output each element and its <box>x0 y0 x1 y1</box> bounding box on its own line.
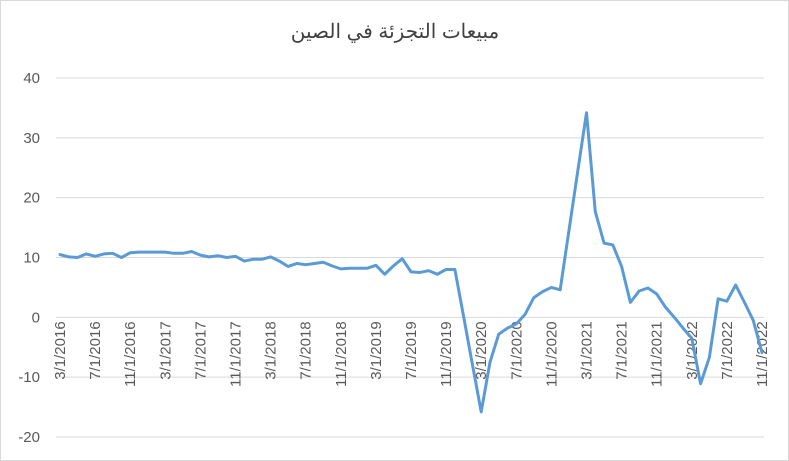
x-tick-label: 3/1/2019 <box>368 321 385 379</box>
x-tick-label: 11/1/2017 <box>228 321 245 387</box>
x-tick-label: 7/1/2017 <box>192 321 209 379</box>
x-tick-label: 11/1/2018 <box>333 321 350 387</box>
data-line <box>58 111 764 414</box>
x-tick-label: 3/1/2018 <box>263 321 280 379</box>
y-tick-label: 0 <box>32 309 40 326</box>
x-tick-label: 7/1/2018 <box>298 321 315 379</box>
x-tick-label: 3/1/2020 <box>473 321 490 379</box>
x-tick-label: 3/1/2016 <box>52 321 69 379</box>
x-tick-label: 11/1/2020 <box>543 321 560 387</box>
x-tick-label: 11/1/2021 <box>649 321 666 387</box>
x-tick-label: 3/1/2021 <box>579 321 596 379</box>
y-tick-label: -20 <box>18 429 40 446</box>
y-tick-label: 40 <box>23 70 40 87</box>
y-tick-label: -10 <box>18 369 40 386</box>
x-tick-label: 7/1/2021 <box>614 321 631 379</box>
y-tick-label: 20 <box>23 190 40 207</box>
y-tick-label: 30 <box>23 130 40 147</box>
x-tick-label: 7/1/2019 <box>403 321 420 379</box>
x-tick-label: 7/1/2016 <box>87 321 104 379</box>
x-tick-label: 7/1/2020 <box>508 321 525 379</box>
y-tick-label: 10 <box>23 250 40 267</box>
x-tick-label: 7/1/2022 <box>719 321 736 379</box>
chart-title: مبيعات التجزئة في الصين <box>291 21 499 43</box>
x-tick-label: 11/1/2019 <box>438 321 455 387</box>
x-tick-label: 11/1/2016 <box>122 321 139 387</box>
x-tick-label: 3/1/2017 <box>157 321 174 379</box>
